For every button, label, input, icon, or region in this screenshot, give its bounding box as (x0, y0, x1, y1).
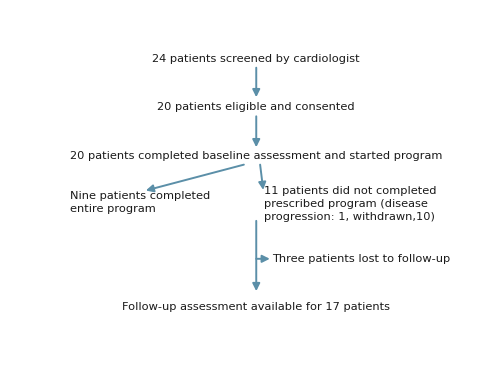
Text: 11 patients did not completed
prescribed program (disease
progression: 1, withdr: 11 patients did not completed prescribed… (264, 186, 436, 222)
Text: 24 patients screened by cardiologist: 24 patients screened by cardiologist (152, 54, 360, 64)
Text: Three patients lost to follow-up: Three patients lost to follow-up (272, 254, 450, 264)
Text: Nine patients completed
entire program: Nine patients completed entire program (70, 191, 210, 214)
Text: 20 patients completed baseline assessment and started program: 20 patients completed baseline assessmen… (70, 151, 442, 161)
Text: Follow-up assessment available for 17 patients: Follow-up assessment available for 17 pa… (122, 301, 390, 312)
Text: 20 patients eligible and consented: 20 patients eligible and consented (158, 102, 355, 112)
